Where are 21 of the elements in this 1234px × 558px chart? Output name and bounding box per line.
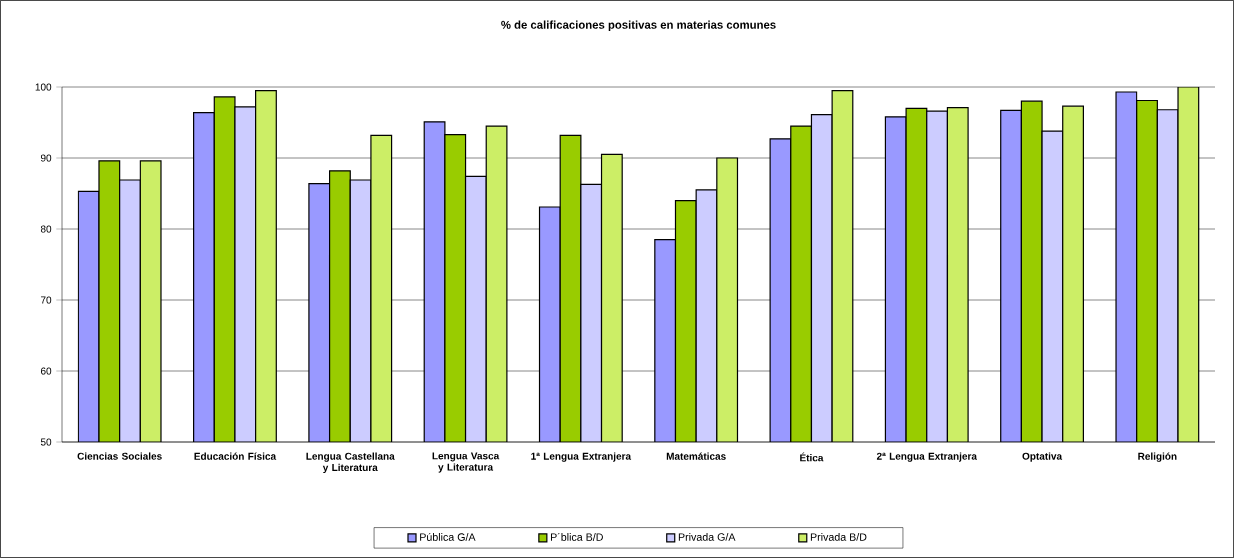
chart-title: % de calificaciones positivas en materias comunes <box>501 20 776 32</box>
legend-label: Privada B/D <box>810 532 867 541</box>
y-tick-label: 100 <box>35 83 52 91</box>
x-tick-label: Ética <box>800 452 824 462</box>
x-tick-label: Religión <box>1138 452 1177 462</box>
y-tick-label: 70 <box>41 296 52 304</box>
x-tick-label: 2ª Lengua Extranjera <box>876 452 978 462</box>
y-tick-label: 50 <box>40 438 52 446</box>
x-tick-label: Lengua Castellana y Literatura <box>306 452 395 474</box>
x-tick-label: Educación Física <box>194 452 277 460</box>
legend-label: P´blica B/D <box>550 532 603 541</box>
x-tick-label: Lengua Vasca y Literatura <box>432 452 500 473</box>
x-tick-label: Ciencias Sociales <box>77 452 162 460</box>
y-tick-label: 80 <box>40 225 52 233</box>
y-tick-label: 60 <box>40 367 52 375</box>
x-tick-label: Matemáticas <box>666 452 726 460</box>
y-tick-label: 90 <box>40 154 52 162</box>
x-tick-label: Optativa <box>1022 452 1063 462</box>
x-tick-label: 1ª Lengua Extranjera <box>531 452 632 462</box>
legend-label: Pública G/A <box>420 532 476 541</box>
legend-label: Privada G/A <box>678 532 736 541</box>
